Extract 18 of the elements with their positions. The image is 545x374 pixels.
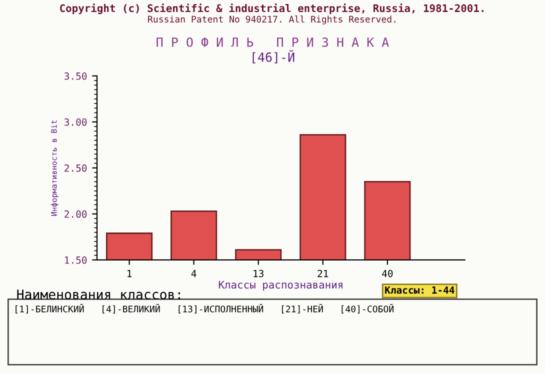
x-tick-label: 21 — [318, 270, 328, 278]
chart-subtitle: [46]-Й — [252, 50, 294, 64]
text: Russian Patent No 940217. All Rights Reserved. — [148, 16, 396, 24]
x-tick-label: 4 — [191, 270, 196, 278]
y-tick-label: 2.50 — [64, 164, 87, 172]
text: Классы: 1-44 — [385, 286, 454, 294]
y-tick-label: 2.00 — [64, 210, 87, 218]
x-tick-label: 40 — [382, 270, 393, 278]
text: Наименования классов: — [17, 290, 180, 300]
text: Copyright (c) Scientific & industrial enterprise, Russia, 1981-2001. — [60, 4, 484, 14]
x-tick-label: 13 — [254, 270, 264, 278]
y-tick-label: 3.50 — [64, 72, 87, 80]
x-tick-label: 1 — [128, 270, 132, 278]
chart-title: П Р О Ф И Л Ь П Р И З Н А К А — [156, 37, 389, 47]
y-tick-label: 1.50 — [65, 256, 87, 264]
text: [1]-БЕЛИНСКИЙ [4]-ВЕЛИКИЙ [13]-ИСПОЛНЕННЫЙ [21]-НЕЙ [40]-СОБОЙ — [16, 304, 394, 314]
x-axis-title: Классы распознавания — [218, 280, 342, 291]
y-tick-label: 3.00 — [64, 118, 87, 126]
